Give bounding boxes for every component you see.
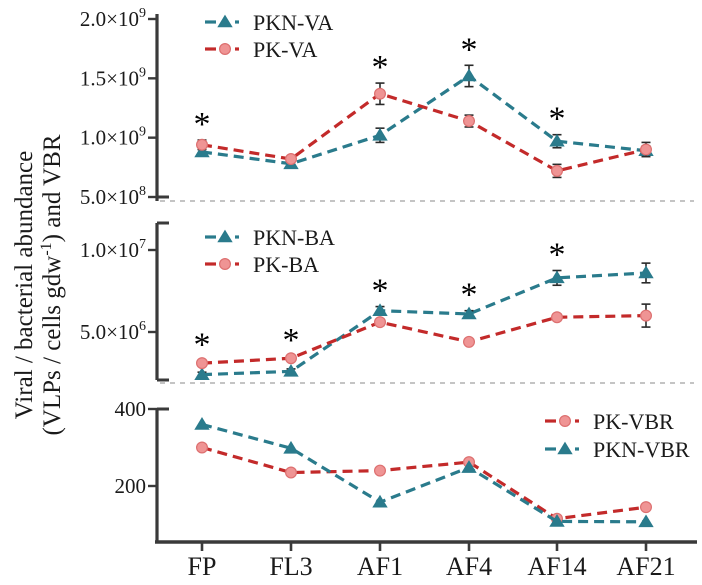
y-tick-label: 5.0×108 <box>80 184 146 209</box>
data-marker-PK-BA <box>374 316 387 329</box>
data-marker-PKN-BA <box>372 303 388 316</box>
legend-label-PKN-VA: PKN-VA <box>253 10 333 35</box>
legend-marker-PKN-VBR <box>557 441 573 455</box>
data-marker-PK-VA <box>196 138 209 151</box>
y-tick-label: 1.0×107 <box>80 237 146 262</box>
significance-asterisk: * <box>194 106 211 143</box>
legend-marker-PK-VA <box>219 42 232 55</box>
significance-asterisk: * <box>461 277 478 314</box>
data-marker-PK-BA <box>463 335 476 348</box>
data-marker-PK-VA <box>463 115 476 128</box>
data-marker-PKN-VA <box>461 68 477 82</box>
legend-label-PK-VA: PK-VA <box>253 37 318 62</box>
y-tick-label: 5.0×106 <box>80 319 146 344</box>
series-line-PKN-BA <box>201 271 647 377</box>
x-axis-label-FP: FP <box>188 552 217 581</box>
data-marker-PK-VBR <box>639 501 652 514</box>
data-marker-PK-BA <box>550 311 563 324</box>
legend-marker-PK-BA <box>219 258 232 271</box>
x-axis-label-AF1: AF1 <box>357 552 403 581</box>
data-marker-PK-BA <box>285 352 298 365</box>
y-axis-title-line1: Viral / bacterial abundance <box>11 151 38 420</box>
significance-asterisk: * <box>549 101 566 138</box>
y-tick-label: 200 <box>115 474 147 498</box>
series-line-PK-VBR <box>201 445 647 521</box>
significance-asterisk: * <box>372 273 389 310</box>
data-marker-PK-BA <box>196 357 209 370</box>
series-line-PK-BA <box>201 314 647 365</box>
y-tick-label: 1.5×109 <box>80 65 146 90</box>
data-marker-PKN-VA <box>372 127 388 141</box>
legend-label-PKN-VBR: PKN-VBR <box>593 437 690 462</box>
data-marker-PKN-VBR <box>194 417 210 430</box>
x-axis-label-AF21: AF21 <box>616 552 675 581</box>
data-marker-PKN-VBR <box>461 460 477 473</box>
data-marker-PK-VA <box>374 87 387 100</box>
data-marker-PKN-BA <box>461 306 477 320</box>
data-marker-PKN-VBR <box>638 514 654 528</box>
data-marker-PK-VBR <box>196 441 209 454</box>
data-marker-PK-VBR <box>374 464 387 477</box>
data-marker-PKN-BA <box>194 367 210 380</box>
data-marker-PKN-VBR <box>283 440 299 454</box>
series-line-PK-VA <box>201 91 647 173</box>
significance-asterisk: * <box>372 49 389 86</box>
x-axis-label-AF4: AF4 <box>446 552 492 581</box>
legend-marker-PK-VBR <box>558 415 571 428</box>
data-marker-PKN-BA <box>638 265 654 279</box>
significance-asterisk: * <box>194 327 211 364</box>
significance-asterisk: * <box>549 237 566 274</box>
y-axis-title-line2: (VLPs / cells gdw-1) and VBR <box>38 134 66 435</box>
data-marker-PKN-VA <box>549 133 565 147</box>
significance-asterisk: * <box>461 31 478 68</box>
data-marker-PK-VA <box>550 164 563 177</box>
data-marker-PKN-BA <box>549 270 565 284</box>
data-marker-PK-BA <box>639 309 652 322</box>
x-axis-label-FL3: FL3 <box>269 552 312 581</box>
legend-label-PK-BA: PK-BA <box>253 252 319 277</box>
legend-marker-PKN-BA <box>217 229 233 243</box>
significance-asterisk: * <box>283 322 300 359</box>
data-marker-PK-VA <box>285 153 298 166</box>
legend-label-PKN-BA: PKN-BA <box>253 225 335 250</box>
data-marker-PK-VA <box>639 143 652 156</box>
series-line-PKN-VA <box>201 74 647 166</box>
data-marker-PKN-VBR <box>372 494 388 508</box>
y-tick-label: 400 <box>115 397 147 421</box>
data-marker-PKN-BA <box>283 363 299 377</box>
data-marker-PK-VBR <box>285 466 298 479</box>
series-line-PKN-VBR <box>201 422 647 524</box>
legend-label-PK-VBR: PK-VBR <box>593 409 674 434</box>
x-axis-label-AF14: AF14 <box>527 552 586 581</box>
legend-marker-PKN-VA <box>217 14 233 28</box>
y-tick-label: 1.0×109 <box>80 125 146 150</box>
data-marker-PKN-VBR <box>549 514 565 527</box>
data-marker-PKN-VA <box>194 144 210 158</box>
y-tick-label: 2.0×109 <box>80 6 146 31</box>
